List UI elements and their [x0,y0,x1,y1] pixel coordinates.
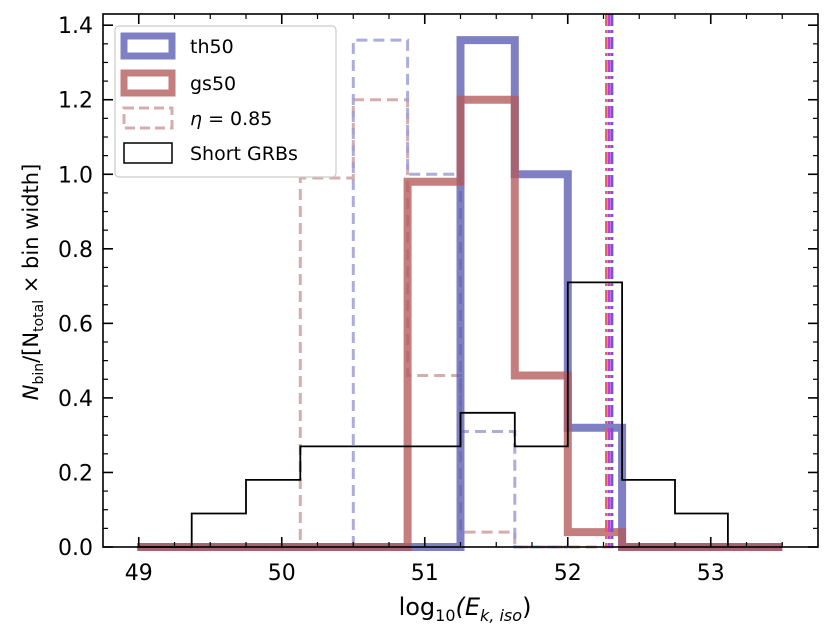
legend-swatch-th50 [120,32,176,60]
legend-swatch-short-grbs [123,142,173,164]
y-tick-label: 0.6 [58,312,93,337]
y-axis-label: Nbin/[Ntotal × bin width] [19,164,47,401]
y-tick-label: 1.2 [58,89,93,114]
y-label-total: total [31,300,47,332]
legend-label-gs50: gs50 [190,73,236,95]
x-label-close: ) [522,593,531,621]
legend-label-th50: th50 [190,36,234,58]
ticks: 49 50 51 52 53 0.0 0.2 0.4 0.6 0.8 1.0 1.2 1.4 [58,14,818,586]
y-tick-label: 0.4 [58,387,93,412]
x-label-open: (E [456,593,481,621]
legend-label-short-grbs: Short GRBs [190,143,298,165]
x-tick-label: 49 [125,561,153,586]
legend-eta-value: = 0.85 [202,108,272,130]
legend-swatch-eta [122,106,174,130]
series-step-1 [137,95,783,551]
y-label-mid: /[N [19,332,43,363]
x-tick-label: 53 [697,561,725,586]
legend-swatch-gs50 [120,69,176,97]
y-tick-label: 0.2 [58,461,93,486]
series-step-4 [137,281,729,548]
legend-label-eta: η = 0.85 [190,108,272,130]
y-tick-label: 1.0 [58,163,93,188]
legend: th50 gs50 η = 0.85 Short GRBs [114,25,337,178]
reference-lines [605,14,614,547]
y-tick-label: 1.4 [58,14,93,39]
x-axis-label: log10(Ek, iso) [399,593,532,625]
y-tick-label: 0.8 [58,238,93,263]
y-label-bin: bin [31,363,47,385]
legend-eta-symbol: η [190,108,202,130]
x-tick-label: 52 [554,561,582,586]
y-label-end: × bin width] [19,164,43,300]
x-label-log: log [399,593,436,621]
y-tick-label: 0.0 [58,536,93,561]
x-label-base: 10 [435,606,455,625]
y-label-n: N [19,384,43,400]
legend-box [114,25,337,178]
x-tick-label: 51 [411,561,439,586]
x-label-subscript: k, iso [480,606,522,625]
x-tick-label: 50 [268,561,296,586]
